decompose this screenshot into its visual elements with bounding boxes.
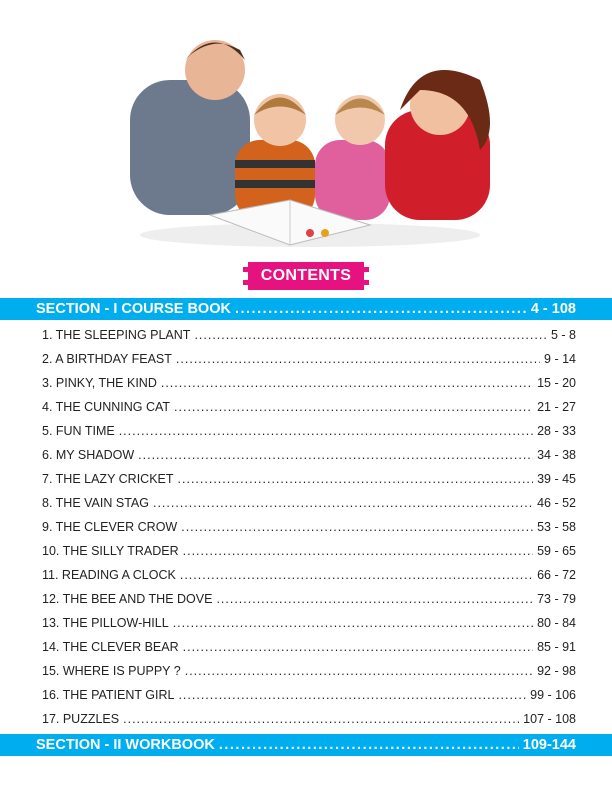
entry-pages: 9 - 14 [544,352,576,366]
toc-entry[interactable]: 15. WHERE IS PUPPY ? 92 - 98 [42,662,576,680]
toc-entry[interactable]: 8. THE VAIN STAG 46 - 52 [42,494,576,512]
entry-title: 11. READING A CLOCK [42,568,176,582]
toc-entry[interactable]: 16. THE PATIENT GIRL 99 - 106 [42,686,576,704]
family-reading-photo [130,40,490,247]
dot-leader [183,640,533,654]
dot-leader [180,568,533,582]
entry-title: 7. THE LAZY CRICKET [42,472,174,486]
toc-entry[interactable]: 4. THE CUNNING CAT 21 - 27 [42,398,576,416]
dot-leader [153,496,533,510]
entry-pages: 34 - 38 [537,448,576,462]
entry-title: 17. PUZZLES [42,712,120,726]
dot-leader [178,472,534,486]
toc-entry[interactable]: 11. READING A CLOCK 66 - 72 [42,566,576,584]
dot-leader [123,712,519,726]
section-title: SECTION - I COURSE BOOK [36,301,231,317]
entry-title: 10. THE SILLY TRADER [42,544,179,558]
dot-leader [174,400,533,414]
entry-title: 12. THE BEE AND THE DOVE [42,592,213,606]
dot-leader [185,664,533,678]
dot-leader [178,688,526,702]
entry-title: 9. THE CLEVER CROW [42,520,178,534]
section-1-header[interactable]: SECTION - I COURSE BOOK 4 - 108 [0,298,612,320]
toc-entry[interactable]: 3. PINKY, THE KIND 15 - 20 [42,374,576,392]
entry-pages: 73 - 79 [537,592,576,606]
entry-pages: 85 - 91 [537,640,576,654]
entry-title: 5. FUN TIME [42,424,115,438]
section-pages: 4 - 108 [530,301,576,317]
entry-title: 4. THE CUNNING CAT [42,400,171,414]
section-pages: 109-144 [522,737,576,753]
toc-entry[interactable]: 12. THE BEE AND THE DOVE 73 - 79 [42,590,576,608]
dot-leader [183,544,533,558]
entry-pages: 59 - 65 [537,544,576,558]
dot-leader [181,520,533,534]
dot-leader [235,301,527,317]
entry-title: 2. A BIRTHDAY FEAST [42,352,172,366]
dot-leader [138,448,533,462]
entry-pages: 21 - 27 [537,400,576,414]
entry-title: 3. PINKY, THE KIND [42,376,157,390]
entry-pages: 107 - 108 [523,712,576,726]
entry-pages: 46 - 52 [537,496,576,510]
dot-leader [161,376,533,390]
entry-title: 6. MY SHADOW [42,448,135,462]
toc-entry[interactable]: 6. MY SHADOW 34 - 38 [42,446,576,464]
entry-pages: 80 - 84 [537,616,576,630]
dot-leader [176,352,540,366]
dot-leader [194,328,547,342]
toc-entry[interactable]: 10. THE SILLY TRADER 59 - 65 [42,542,576,560]
toc-entry[interactable]: 7. THE LAZY CRICKET 39 - 45 [42,470,576,488]
dot-leader [216,592,533,606]
entry-title: 15. WHERE IS PUPPY ? [42,664,181,678]
contents-heading-text: CONTENTS [260,267,352,284]
toc-entry[interactable]: 5. FUN TIME 28 - 33 [42,422,576,440]
dot-leader [119,424,533,438]
dot-leader [173,616,533,630]
dot-leader [219,737,519,753]
entry-title: 14. THE CLEVER BEAR [42,640,179,654]
toc-entry[interactable]: 14. THE CLEVER BEAR 85 - 91 [42,638,576,656]
entry-title: 8. THE VAIN STAG [42,496,149,510]
section-title: SECTION - II WORKBOOK [36,737,215,753]
entry-title: 13. THE PILLOW-HILL [42,616,169,630]
entry-pages: 15 - 20 [537,376,576,390]
section-2-header[interactable]: SECTION - II WORKBOOK 109-144 [0,734,612,756]
contents-heading: CONTENTS [243,262,369,290]
entry-pages: 99 - 106 [530,688,576,702]
entry-pages: 39 - 45 [537,472,576,486]
entry-pages: 5 - 8 [550,328,576,342]
entry-pages: 66 - 72 [537,568,576,582]
toc-entry[interactable]: 17. PUZZLES 107 - 108 [42,710,576,728]
entry-pages: 53 - 58 [537,520,576,534]
entry-pages: 28 - 33 [537,424,576,438]
entry-title: 16. THE PATIENT GIRL [42,688,175,702]
entry-pages: 92 - 98 [537,664,576,678]
toc-entry[interactable]: 1. THE SLEEPING PLANT 5 - 8 [42,326,576,344]
entry-title: 1. THE SLEEPING PLANT [42,328,191,342]
toc-entry[interactable]: 2. A BIRTHDAY FEAST 9 - 14 [42,350,576,368]
toc-entry[interactable]: 9. THE CLEVER CROW 53 - 58 [42,518,576,536]
toc-entry[interactable]: 13. THE PILLOW-HILL 80 - 84 [42,614,576,632]
